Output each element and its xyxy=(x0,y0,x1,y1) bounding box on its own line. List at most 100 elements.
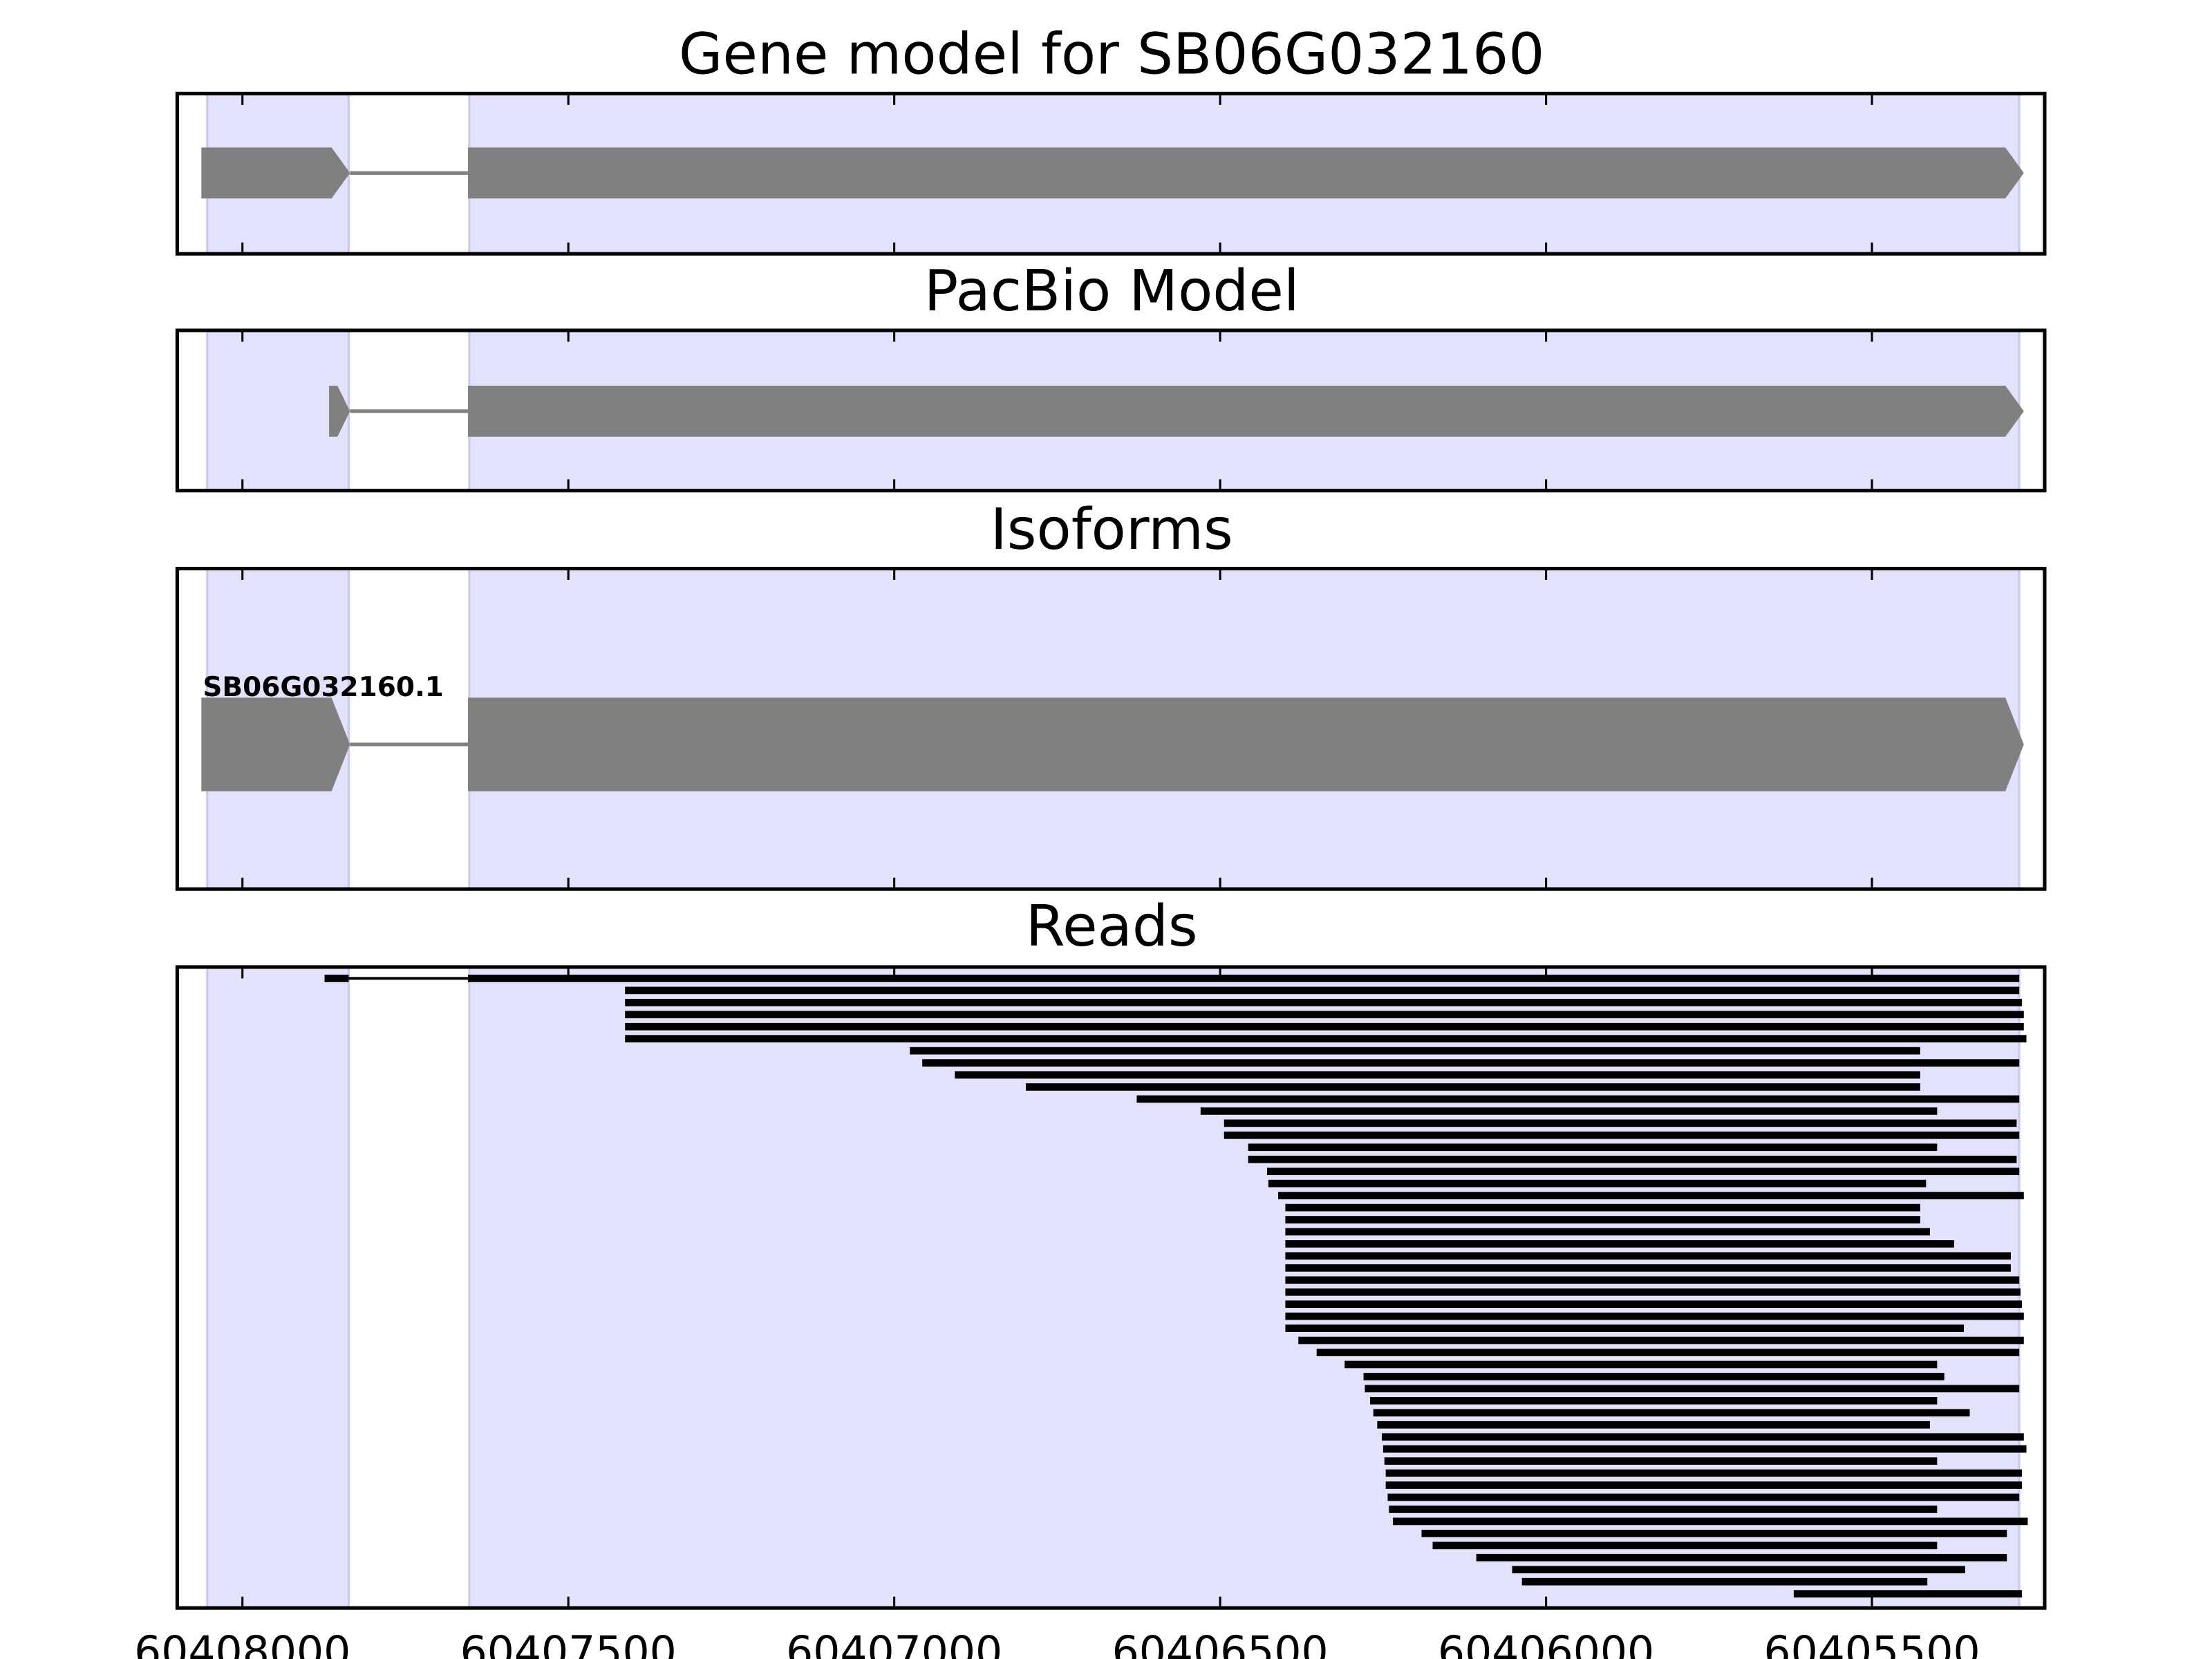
read xyxy=(1267,1168,2020,1176)
read-segment xyxy=(625,998,2022,1006)
read xyxy=(1793,1590,2022,1597)
exon-1 xyxy=(201,697,350,791)
read xyxy=(1224,1131,2020,1139)
read-segment xyxy=(625,986,2020,995)
read xyxy=(1421,1530,2007,1537)
panels xyxy=(175,91,2047,1610)
read xyxy=(1298,1336,2024,1344)
read-segment xyxy=(1248,1155,2017,1163)
read xyxy=(1384,1457,1938,1465)
x-tick-label: 60407000 xyxy=(786,1627,1002,1659)
read xyxy=(922,1059,2020,1067)
panel-title-reads: Reads xyxy=(1026,894,1198,959)
panel-title-pacbio: PacBio Model xyxy=(924,259,1300,324)
read xyxy=(1363,1373,1944,1380)
exon-1 xyxy=(329,385,350,437)
read-segment xyxy=(1521,1577,1928,1586)
read xyxy=(1248,1143,1938,1152)
read xyxy=(1385,1469,2022,1477)
panel-4 xyxy=(175,965,2047,1610)
read-segment xyxy=(1224,1131,2020,1139)
read-segment xyxy=(1387,1493,2020,1501)
read xyxy=(1224,1119,2017,1127)
panel-title-isoforms: Isoforms xyxy=(991,497,1233,563)
read-segment xyxy=(1200,1107,1938,1115)
read xyxy=(625,986,2020,995)
read-segment xyxy=(1385,1481,2022,1489)
panel-3 xyxy=(175,567,2047,891)
read-segment xyxy=(1377,1421,1930,1429)
read-segment xyxy=(467,975,2020,982)
read xyxy=(1285,1312,2024,1320)
read xyxy=(1285,1300,2022,1309)
read xyxy=(1285,1240,1954,1248)
read-segment xyxy=(1344,1360,1938,1369)
read xyxy=(1316,1349,2020,1356)
panel-1 xyxy=(175,91,2047,256)
read xyxy=(1387,1493,2020,1501)
read-segment xyxy=(1382,1445,2027,1453)
read xyxy=(324,975,2020,982)
highlight-region xyxy=(206,329,350,492)
read xyxy=(1370,1397,1938,1405)
read xyxy=(1389,1506,1938,1513)
panel-frame xyxy=(175,567,2047,891)
read xyxy=(1385,1481,2022,1489)
x-tick-labels: 60408000 60407500 60407000 60406500 60406000… xyxy=(134,1627,1980,1659)
read-segment xyxy=(1373,1409,1970,1417)
read-segment xyxy=(922,1059,2020,1067)
read xyxy=(1248,1155,2017,1163)
read-segment xyxy=(955,1071,1920,1079)
read xyxy=(625,998,2022,1006)
read-segment xyxy=(1365,1385,2020,1393)
read-segment xyxy=(1224,1119,2017,1127)
read xyxy=(1373,1409,1970,1417)
read-segment xyxy=(1285,1312,2024,1320)
read xyxy=(1285,1252,2011,1260)
read xyxy=(1432,1541,1938,1550)
read-segment xyxy=(1285,1276,2020,1284)
read-segment xyxy=(625,1011,2024,1019)
read xyxy=(1365,1385,2020,1393)
read xyxy=(1136,1095,2020,1103)
panel-title-gene-model: Gene model for SB06G032160 xyxy=(679,22,1545,88)
read-segment xyxy=(1026,1083,1920,1091)
read-segment xyxy=(1298,1336,2024,1344)
read-segment xyxy=(1285,1228,1930,1236)
read-segment xyxy=(910,1047,1920,1055)
x-tick-label: 60405500 xyxy=(1764,1627,1980,1659)
highlight-region xyxy=(206,966,350,1609)
read xyxy=(1026,1083,1920,1091)
read xyxy=(1382,1445,2027,1453)
panel-frame xyxy=(175,328,2047,493)
panel-frame xyxy=(175,965,2047,1610)
exon-2 xyxy=(467,385,2024,437)
x-tick-label: 60406000 xyxy=(1438,1627,1654,1659)
panel-frame xyxy=(175,91,2047,256)
read-segment xyxy=(1363,1373,1944,1380)
read-segment xyxy=(1285,1252,2011,1260)
read xyxy=(1285,1324,1965,1332)
read xyxy=(910,1047,1920,1055)
read-segment xyxy=(1421,1530,2007,1537)
read-segment xyxy=(1285,1300,2022,1309)
read-segment xyxy=(324,975,349,982)
read xyxy=(1521,1577,1928,1586)
read xyxy=(1512,1566,1965,1574)
read-segment xyxy=(1370,1397,1938,1405)
read-segment xyxy=(1432,1541,1938,1550)
read xyxy=(625,1035,2027,1042)
read-segment xyxy=(1316,1349,2020,1356)
read-segment xyxy=(1793,1590,2022,1597)
read xyxy=(1285,1203,1920,1212)
read-segment xyxy=(1285,1216,1920,1224)
read xyxy=(1200,1107,1938,1115)
read-segment xyxy=(1389,1506,1938,1513)
read-segment xyxy=(1393,1517,2028,1526)
read xyxy=(1377,1421,1930,1429)
read-segment xyxy=(1385,1469,2022,1477)
read xyxy=(625,1022,2024,1031)
read-segment xyxy=(1268,1179,1927,1188)
x-tick-label: 60408000 xyxy=(134,1627,350,1659)
